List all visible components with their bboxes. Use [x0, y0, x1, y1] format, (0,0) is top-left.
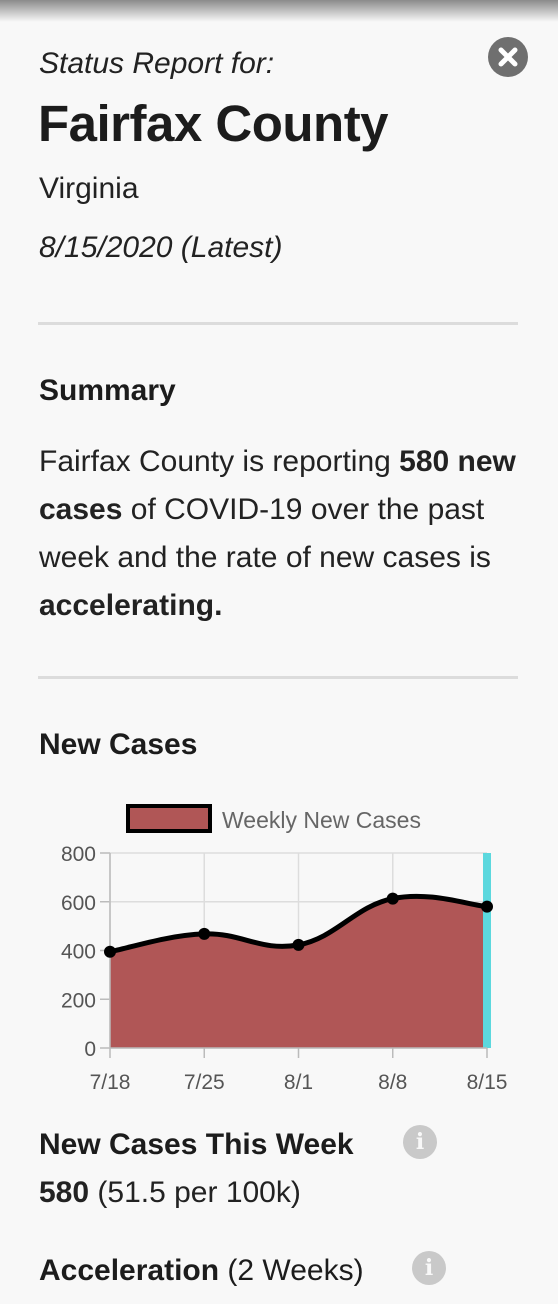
top-shadow: [0, 0, 558, 22]
state-name: Virginia: [39, 172, 139, 206]
x-tick-label: 8/8: [378, 1071, 407, 1094]
data-point: [481, 901, 493, 913]
y-tick-label: 800: [61, 843, 96, 866]
data-point: [293, 939, 305, 951]
y-tick-label: 600: [61, 892, 96, 915]
close-button[interactable]: [488, 37, 528, 77]
acceleration-label: Acceleration (2 Weeks): [39, 1254, 364, 1288]
summary-text: Fairfax County is reporting 580 new case…: [39, 438, 519, 630]
x-tick-label: 8/15: [467, 1071, 508, 1094]
report-subtitle: Status Report for:: [39, 47, 274, 81]
divider: [38, 322, 518, 325]
data-point: [198, 928, 210, 940]
x-tick-label: 8/1: [284, 1071, 313, 1094]
info-icon[interactable]: i: [412, 1251, 446, 1285]
y-tick-label: 0: [84, 1038, 96, 1061]
summary-bold-rate: accelerating.: [39, 589, 222, 622]
page-title: Fairfax County: [38, 94, 388, 153]
x-tick-label: 7/18: [90, 1071, 131, 1094]
divider: [38, 676, 518, 679]
y-tick-label: 200: [61, 989, 96, 1012]
acceleration-period: (2 Weeks): [227, 1254, 363, 1287]
y-tick-label: 400: [61, 941, 96, 964]
summary-heading: Summary: [39, 374, 176, 408]
summary-text-part1: Fairfax County is reporting: [39, 445, 399, 478]
close-circle-icon: [488, 37, 528, 77]
weekly-cases-rate: (51.5 per 100k): [97, 1176, 300, 1209]
legend-swatch: [128, 806, 210, 831]
new-cases-this-week-value: 580 (51.5 per 100k): [39, 1176, 301, 1210]
data-point: [104, 946, 116, 958]
acceleration-label-text: Acceleration: [39, 1254, 219, 1287]
weekly-cases-number: 580: [39, 1176, 89, 1209]
data-point: [387, 893, 399, 905]
x-tick-label: 7/25: [184, 1071, 225, 1094]
info-icon[interactable]: i: [403, 1125, 437, 1159]
highlight-bar: [483, 853, 491, 1048]
new-cases-heading: New Cases: [39, 728, 197, 762]
legend-label: Weekly New Cases: [222, 807, 421, 833]
new-cases-this-week-label: New Cases This Week: [39, 1128, 354, 1162]
new-cases-chart: Weekly New Cases 0 200 400 600 800 7/18 7/25 8/1…: [40, 796, 518, 1106]
report-date: 8/15/2020 (Latest): [39, 231, 283, 265]
